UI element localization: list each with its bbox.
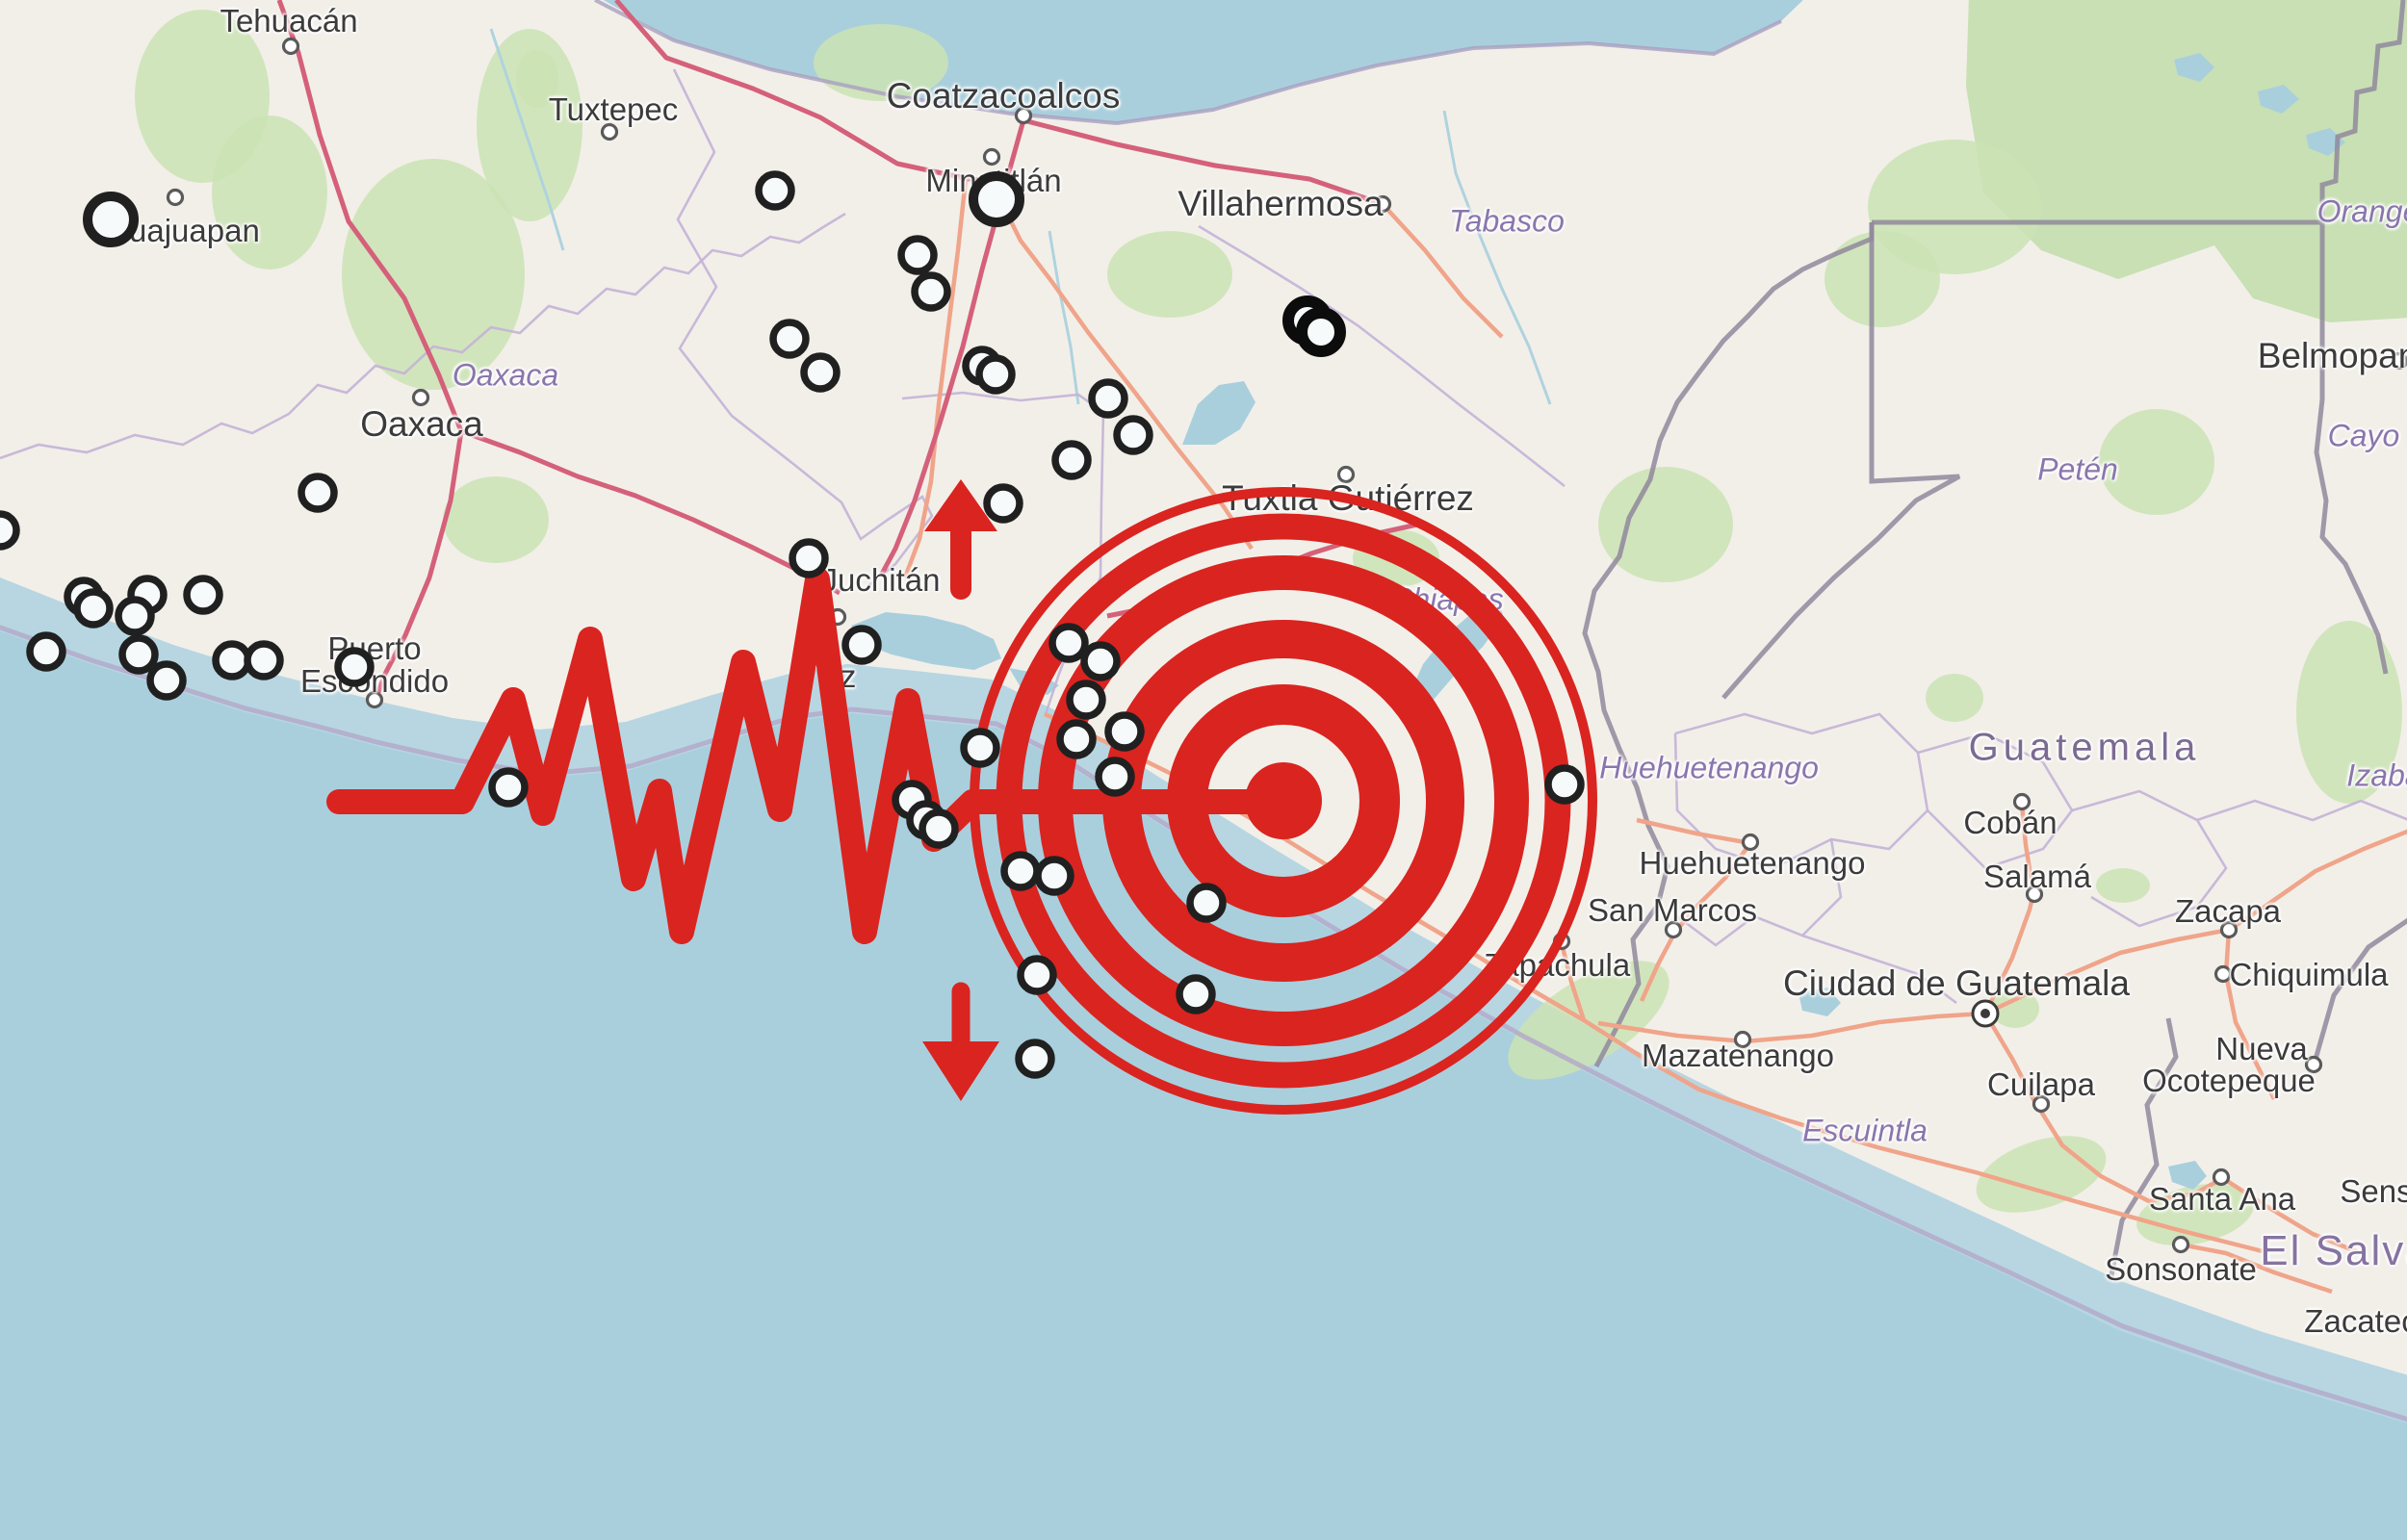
place-label: Izabal	[2346, 757, 2407, 793]
place-label: Santa Ana	[2148, 1181, 2296, 1217]
place-label: Puerto	[327, 630, 422, 666]
place-label: Tuxtla Gutiérrez	[1222, 478, 1474, 518]
place-label: Minatitlán	[925, 163, 1062, 198]
place-label: Sonsonate	[2105, 1251, 2257, 1287]
place-label: Sens	[2340, 1173, 2407, 1209]
place-label: Salamá	[1983, 859, 2091, 894]
place-label: Orange	[2316, 193, 2407, 229]
place-label: Huehuetenango	[1639, 845, 1866, 881]
place-label: Guatemala	[1968, 726, 2201, 769]
place-label: Belmopan	[2257, 336, 2407, 375]
place-label: Tabasco	[1449, 203, 1565, 239]
place-label: Ciudad de Guatemala	[1783, 963, 2130, 1003]
place-label: San Marcos	[1587, 892, 1758, 928]
place-label: Juchitán	[821, 562, 941, 598]
place-label: Ocotepeque	[2142, 1063, 2316, 1098]
place-label: Cuilapa	[1987, 1066, 2095, 1102]
place-label: Zacapa	[2174, 893, 2282, 929]
place-label: Coatzacoalcos	[886, 76, 1121, 116]
place-label: Tapachula	[1485, 947, 1631, 983]
place-label: Cobán	[1963, 805, 2058, 840]
place-label: Mazatenango	[1642, 1038, 1834, 1073]
place-label: Huajuapan	[106, 213, 260, 248]
place-label: Oaxaca	[452, 357, 559, 393]
place-label: Nueva	[2215, 1031, 2308, 1066]
place-label: uz	[822, 658, 857, 694]
place-label: Cayo	[2327, 418, 2400, 453]
place-label: El Salva	[2260, 1227, 2407, 1274]
place-label: Tuxtepec	[548, 91, 679, 127]
place-label: Petén	[2037, 451, 2118, 487]
place-label: Oaxaca	[360, 404, 483, 444]
place-label: Chiapas	[1390, 581, 1504, 617]
place-label: Escuintla	[1802, 1113, 1928, 1148]
place-label: Tehuacán	[220, 3, 358, 38]
place-label: Escondido	[299, 663, 450, 699]
place-label: Huehuetenango	[1599, 750, 1819, 785]
place-label: Chiquimula	[2229, 957, 2389, 992]
place-label: Zacatec	[2304, 1303, 2407, 1339]
place-label: Villahermosa	[1178, 184, 1384, 223]
